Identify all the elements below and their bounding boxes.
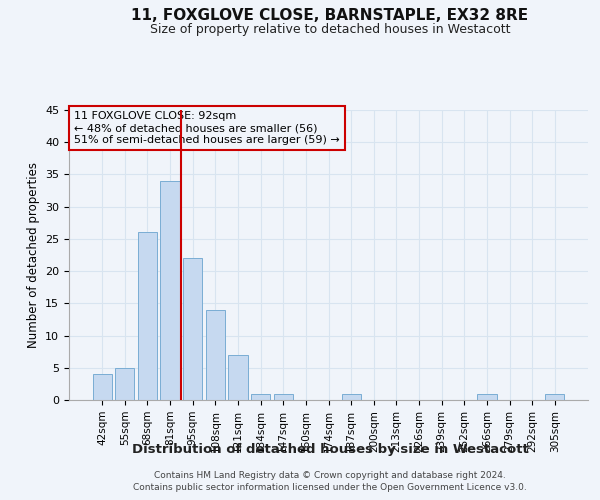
Text: 11, FOXGLOVE CLOSE, BARNSTAPLE, EX32 8RE: 11, FOXGLOVE CLOSE, BARNSTAPLE, EX32 8RE xyxy=(131,8,529,22)
Bar xyxy=(138,232,157,400)
Bar xyxy=(160,181,180,400)
Bar xyxy=(115,368,134,400)
Text: Distribution of detached houses by size in Westacott: Distribution of detached houses by size … xyxy=(131,442,529,456)
Bar xyxy=(341,394,361,400)
Bar xyxy=(92,374,112,400)
Bar xyxy=(206,310,225,400)
Bar xyxy=(229,355,248,400)
Bar xyxy=(545,394,565,400)
Bar xyxy=(251,394,270,400)
Text: Contains HM Land Registry data © Crown copyright and database right 2024.: Contains HM Land Registry data © Crown c… xyxy=(154,471,506,480)
Bar xyxy=(183,258,202,400)
Text: Size of property relative to detached houses in Westacott: Size of property relative to detached ho… xyxy=(150,22,510,36)
Bar xyxy=(274,394,293,400)
Y-axis label: Number of detached properties: Number of detached properties xyxy=(26,162,40,348)
Bar xyxy=(477,394,497,400)
Text: Contains public sector information licensed under the Open Government Licence v3: Contains public sector information licen… xyxy=(133,484,527,492)
Text: 11 FOXGLOVE CLOSE: 92sqm
← 48% of detached houses are smaller (56)
51% of semi-d: 11 FOXGLOVE CLOSE: 92sqm ← 48% of detach… xyxy=(74,112,340,144)
